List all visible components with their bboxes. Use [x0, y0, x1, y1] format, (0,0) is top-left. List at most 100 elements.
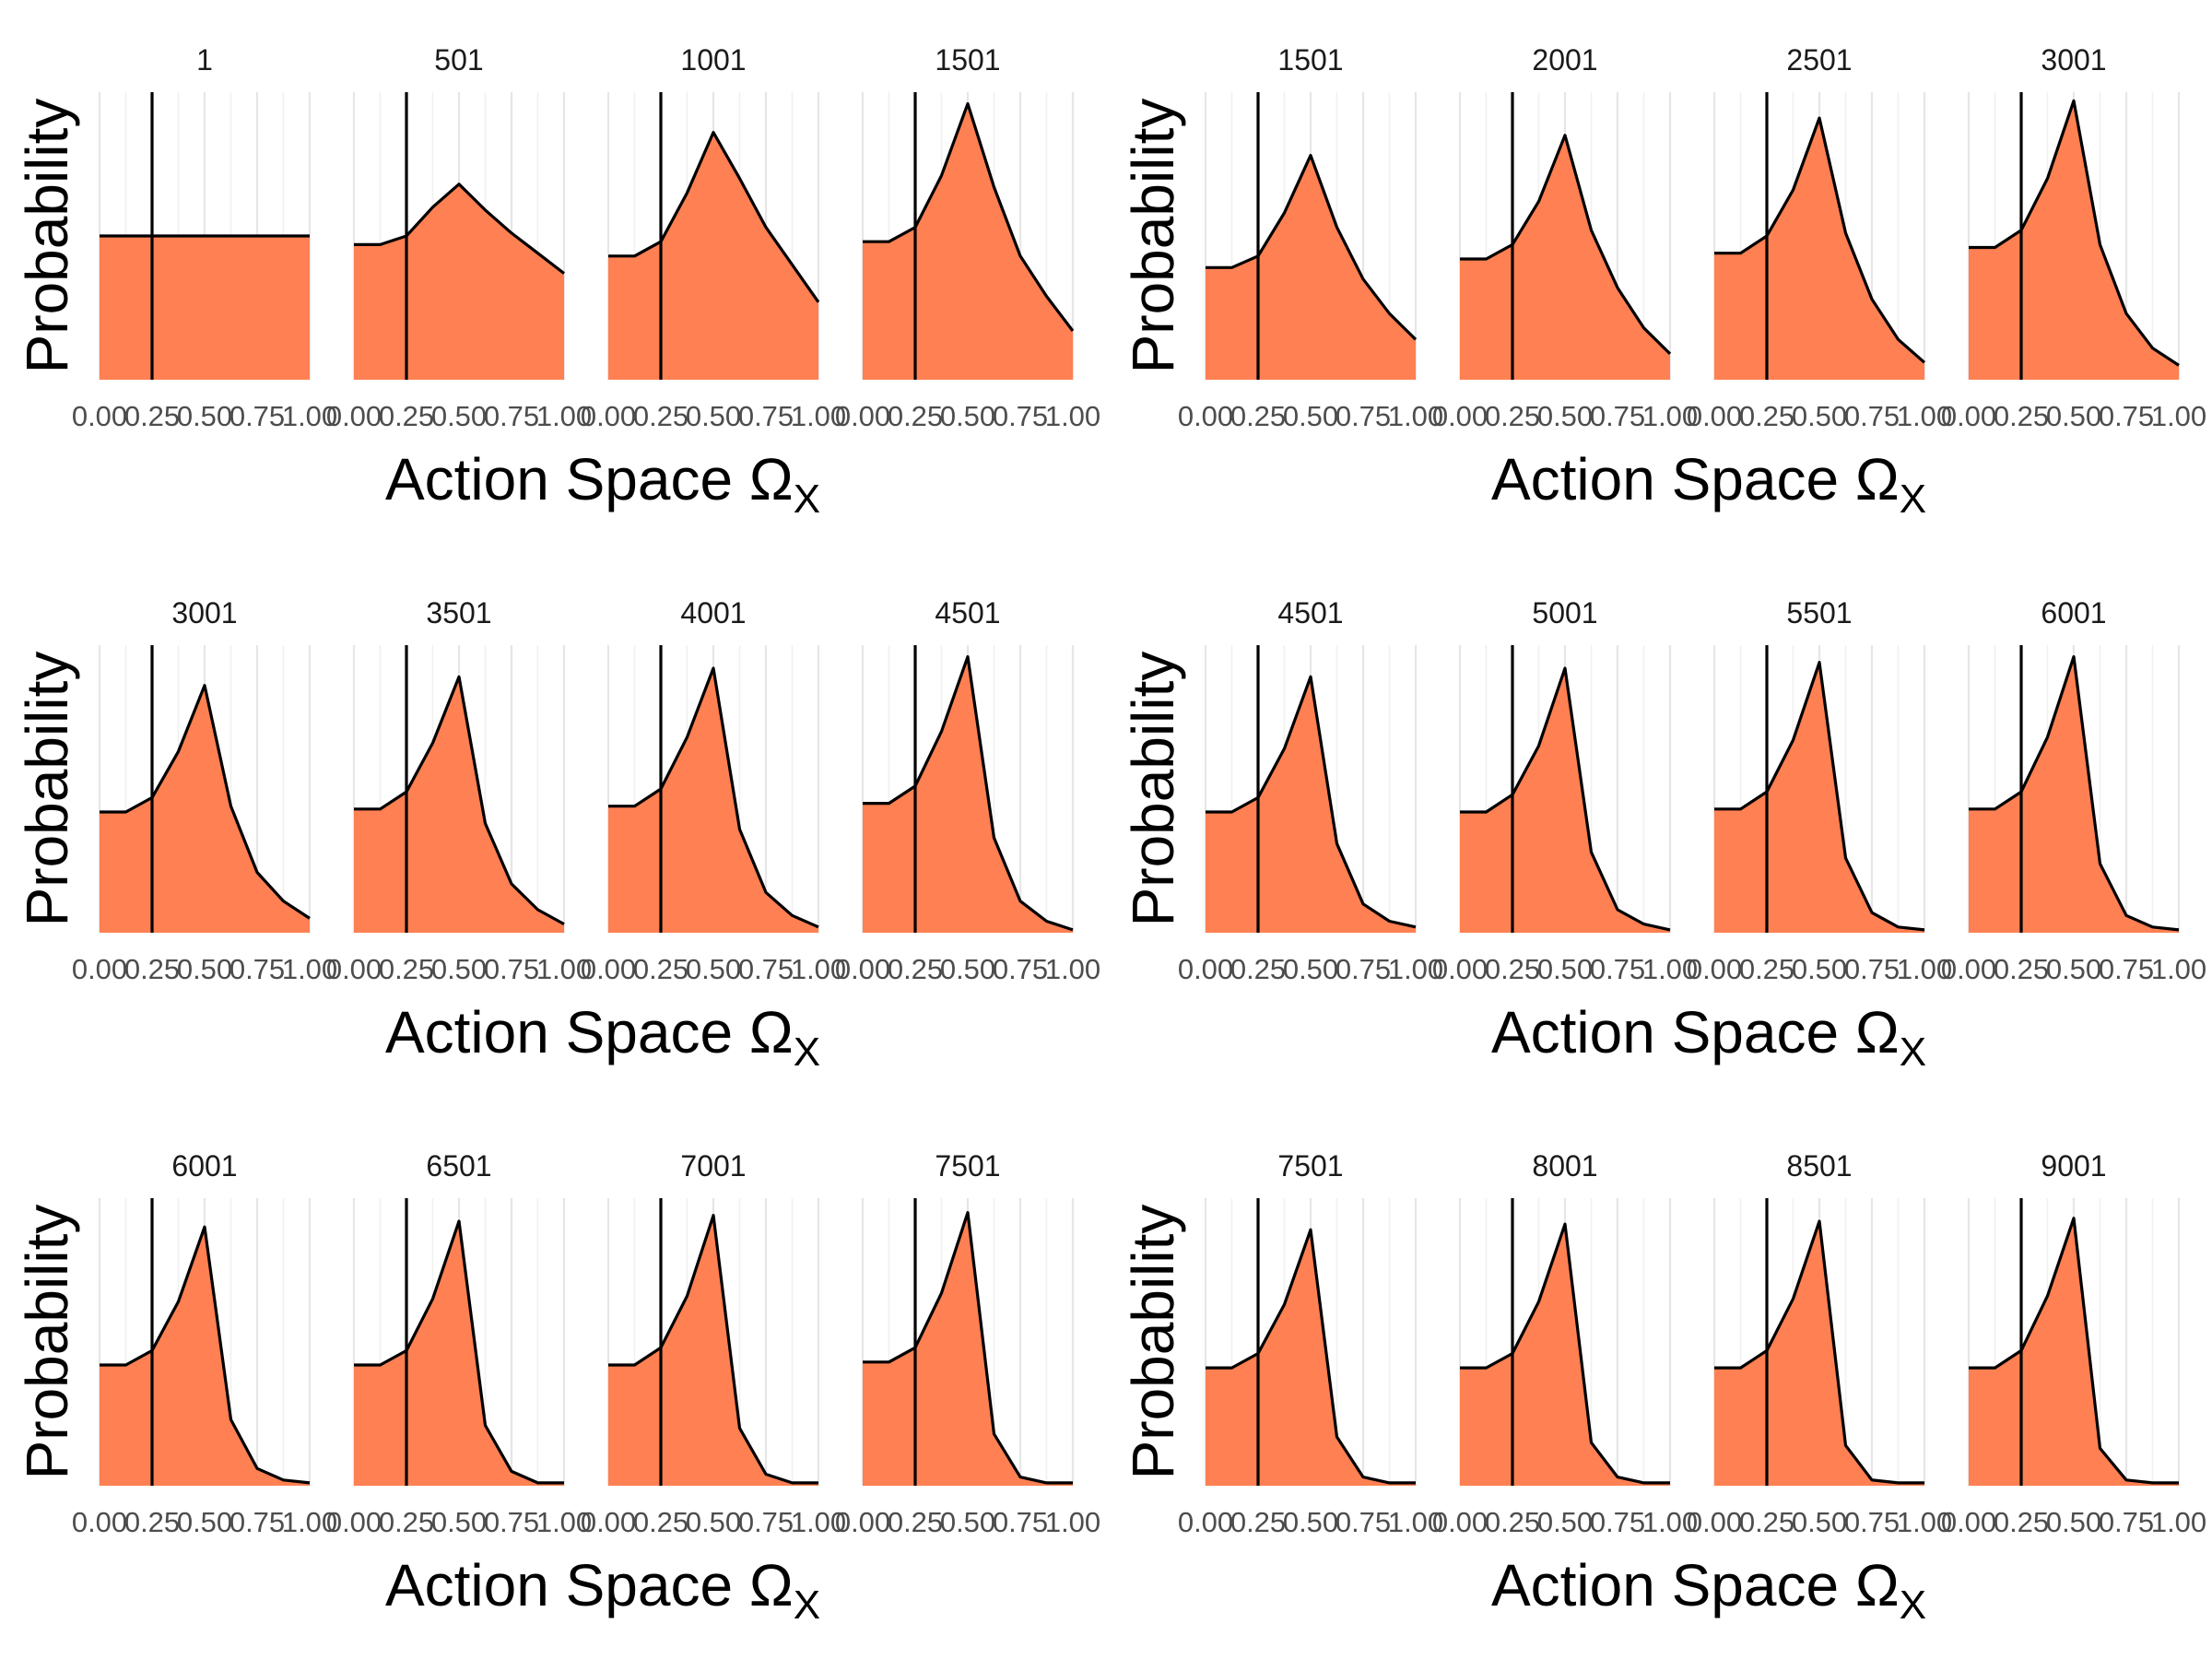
density-line	[1206, 154, 1418, 341]
x-axis-label: Action Space ΩX	[1491, 1552, 1926, 1628]
x-tick-label: 0.00	[1178, 953, 1233, 985]
x-tick-label: 0.75	[1590, 1506, 1645, 1538]
facet-panel: 1 0.000.250.500.751.00	[72, 43, 337, 432]
x-tick-label: 0.25	[379, 953, 434, 985]
facet-strip-label: 1001	[680, 43, 746, 76]
x-tick-label: 0.00	[326, 1506, 382, 1538]
x-tick-label: 0.00	[581, 1506, 636, 1538]
x-tick-label: 0.50	[177, 1506, 232, 1538]
facet-panel: 5501 0.000.250.500.751.00	[1687, 596, 1952, 985]
density-line	[1460, 134, 1672, 356]
density-area	[863, 1212, 1073, 1486]
density-line	[1714, 1219, 1924, 1485]
x-tick-label: 0.25	[379, 400, 434, 432]
x-tick-label: 0.75	[993, 953, 1048, 985]
x-tick-label: 0.75	[1844, 1506, 1900, 1538]
x-tick-label: 0.50	[177, 400, 232, 432]
x-tick-label: 0.25	[633, 1506, 688, 1538]
x-tick-label: 0.00	[835, 953, 890, 985]
x-tick-label: 0.25	[1994, 400, 2049, 432]
density-area	[1206, 155, 1416, 380]
facet-strip-label: 7501	[1277, 1149, 1343, 1182]
x-tick-label: 0.00	[1941, 953, 1996, 985]
x-tick-label: 0.50	[686, 400, 741, 432]
density-line	[1460, 666, 1671, 932]
x-tick-label: 1.00	[1897, 400, 1952, 432]
x-tick-label: 0.00	[72, 1506, 127, 1538]
x-tick-label: 0.75	[1335, 400, 1391, 432]
x-tick-label: 1.00	[2151, 953, 2206, 985]
x-tick-label: 0.50	[177, 953, 232, 985]
facet-panel: 3001 0.000.250.500.751.00	[72, 596, 337, 985]
x-tick-label: 0.50	[1283, 1506, 1338, 1538]
facet-panel: 2501 0.000.250.500.751.00	[1687, 43, 1952, 432]
x-tick-label: 0.75	[1590, 953, 1645, 985]
x-tick-label: 0.75	[993, 1506, 1048, 1538]
facet-strip-label: 2001	[1532, 43, 1597, 76]
facet-strip-label: 6501	[426, 1149, 491, 1182]
x-tick-label: 0.50	[1792, 400, 1847, 432]
density-line	[1206, 1228, 1416, 1485]
facet-strip-label: 4501	[935, 596, 1000, 629]
x-tick-label: 0.25	[633, 400, 688, 432]
facet-strip-label: 8001	[1532, 1149, 1597, 1182]
x-tick-label: 0.00	[1941, 400, 1996, 432]
density-line	[863, 101, 1075, 332]
y-axis-label: Probability	[14, 652, 80, 927]
density-area	[1206, 1230, 1416, 1486]
density-area	[1714, 662, 1924, 933]
x-tick-label: 1.00	[1642, 953, 1698, 985]
x-tick-label: 0.50	[940, 400, 995, 432]
density-line	[354, 182, 565, 275]
density-area	[608, 1215, 818, 1486]
x-tick-label: 0.75	[1335, 1506, 1391, 1538]
x-axis-label: Action Space ΩX	[1491, 999, 1926, 1075]
x-tick-label: 0.50	[1537, 400, 1593, 432]
density-area	[608, 668, 818, 933]
facet-strip-label: 3001	[171, 596, 237, 629]
x-tick-label: 1.00	[1388, 400, 1443, 432]
x-tick-label: 0.00	[1687, 953, 1742, 985]
x-tick-label: 0.75	[484, 953, 539, 985]
facet-panel: 1501 0.000.250.500.751.00	[1178, 43, 1443, 432]
x-tick-label: 0.75	[484, 400, 539, 432]
facet-panel: 3501 0.000.250.500.751.00	[326, 596, 592, 985]
x-tick-label: 0.25	[888, 400, 943, 432]
density-line	[608, 131, 820, 303]
x-tick-label: 0.75	[1590, 400, 1645, 432]
y-axis-label: Probability	[14, 99, 80, 374]
facet-panel: 2001 0.000.250.500.751.00	[1432, 43, 1698, 432]
x-tick-label: 0.00	[581, 953, 636, 985]
x-tick-label: 0.75	[993, 400, 1048, 432]
facet-strip-label: 6001	[2041, 596, 2106, 629]
x-tick-label: 0.25	[888, 953, 943, 985]
x-tick-label: 0.75	[229, 1506, 285, 1538]
x-tick-label: 1.00	[1642, 400, 1698, 432]
facet-strip-label: 1501	[1277, 43, 1343, 76]
x-tick-label: 0.50	[1283, 953, 1338, 985]
density-area	[354, 1221, 564, 1486]
density-line	[1714, 116, 1926, 364]
facet-panel: 6001 0.000.250.500.751.00	[1941, 596, 2206, 985]
facet-panel: 1001 0.000.250.500.751.00	[581, 43, 846, 432]
y-axis-label: Probability	[1120, 1205, 1186, 1480]
facet-strip-label: 9001	[2041, 1149, 2106, 1182]
x-tick-label: 0.50	[1283, 400, 1338, 432]
density-area	[863, 656, 1073, 933]
x-tick-label: 0.00	[326, 400, 382, 432]
density-line	[100, 1225, 311, 1485]
x-tick-label: 0.25	[124, 1506, 180, 1538]
density-line	[863, 654, 1074, 932]
x-tick-label: 0.50	[686, 1506, 741, 1538]
density-line	[863, 1210, 1073, 1485]
density-line	[354, 1219, 564, 1485]
x-tick-label: 1.00	[536, 400, 592, 432]
density-line	[608, 1214, 818, 1485]
x-tick-label: 0.00	[326, 953, 382, 985]
facet-panel: 501 0.000.250.500.751.00	[326, 43, 592, 432]
density-area	[1969, 1218, 2179, 1486]
x-tick-label: 0.00	[1941, 1506, 1996, 1538]
x-tick-label: 0.25	[124, 953, 180, 985]
